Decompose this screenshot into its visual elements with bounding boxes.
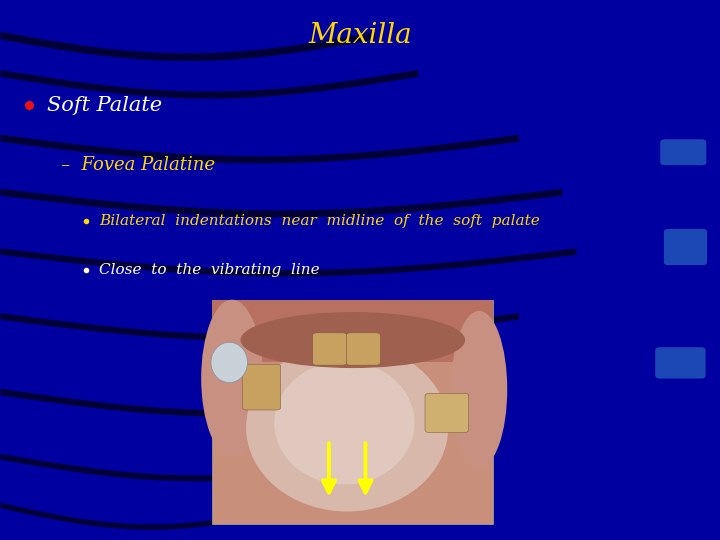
Bar [212, 300, 493, 524]
FancyBboxPatch shape [664, 229, 707, 265]
FancyBboxPatch shape [243, 364, 281, 410]
Text: Soft Palate: Soft Palate [47, 96, 162, 115]
Ellipse shape [240, 312, 465, 368]
Text: Close  to  the  vibrating  line: Close to the vibrating line [99, 263, 320, 277]
FancyBboxPatch shape [312, 333, 346, 365]
Text: –  Fovea Palatine: – Fovea Palatine [61, 156, 215, 174]
Text: Bilateral  indentations  near  midline  of  the  soft  palate: Bilateral indentations near midline of t… [99, 214, 540, 228]
Bar [212, 300, 493, 362]
Ellipse shape [274, 361, 415, 484]
Text: Maxilla: Maxilla [308, 22, 412, 49]
Ellipse shape [451, 311, 507, 468]
FancyBboxPatch shape [425, 393, 469, 433]
Ellipse shape [201, 300, 263, 457]
Ellipse shape [211, 342, 248, 383]
Ellipse shape [246, 343, 449, 511]
FancyBboxPatch shape [655, 347, 706, 379]
FancyBboxPatch shape [660, 139, 706, 165]
FancyBboxPatch shape [346, 333, 380, 365]
